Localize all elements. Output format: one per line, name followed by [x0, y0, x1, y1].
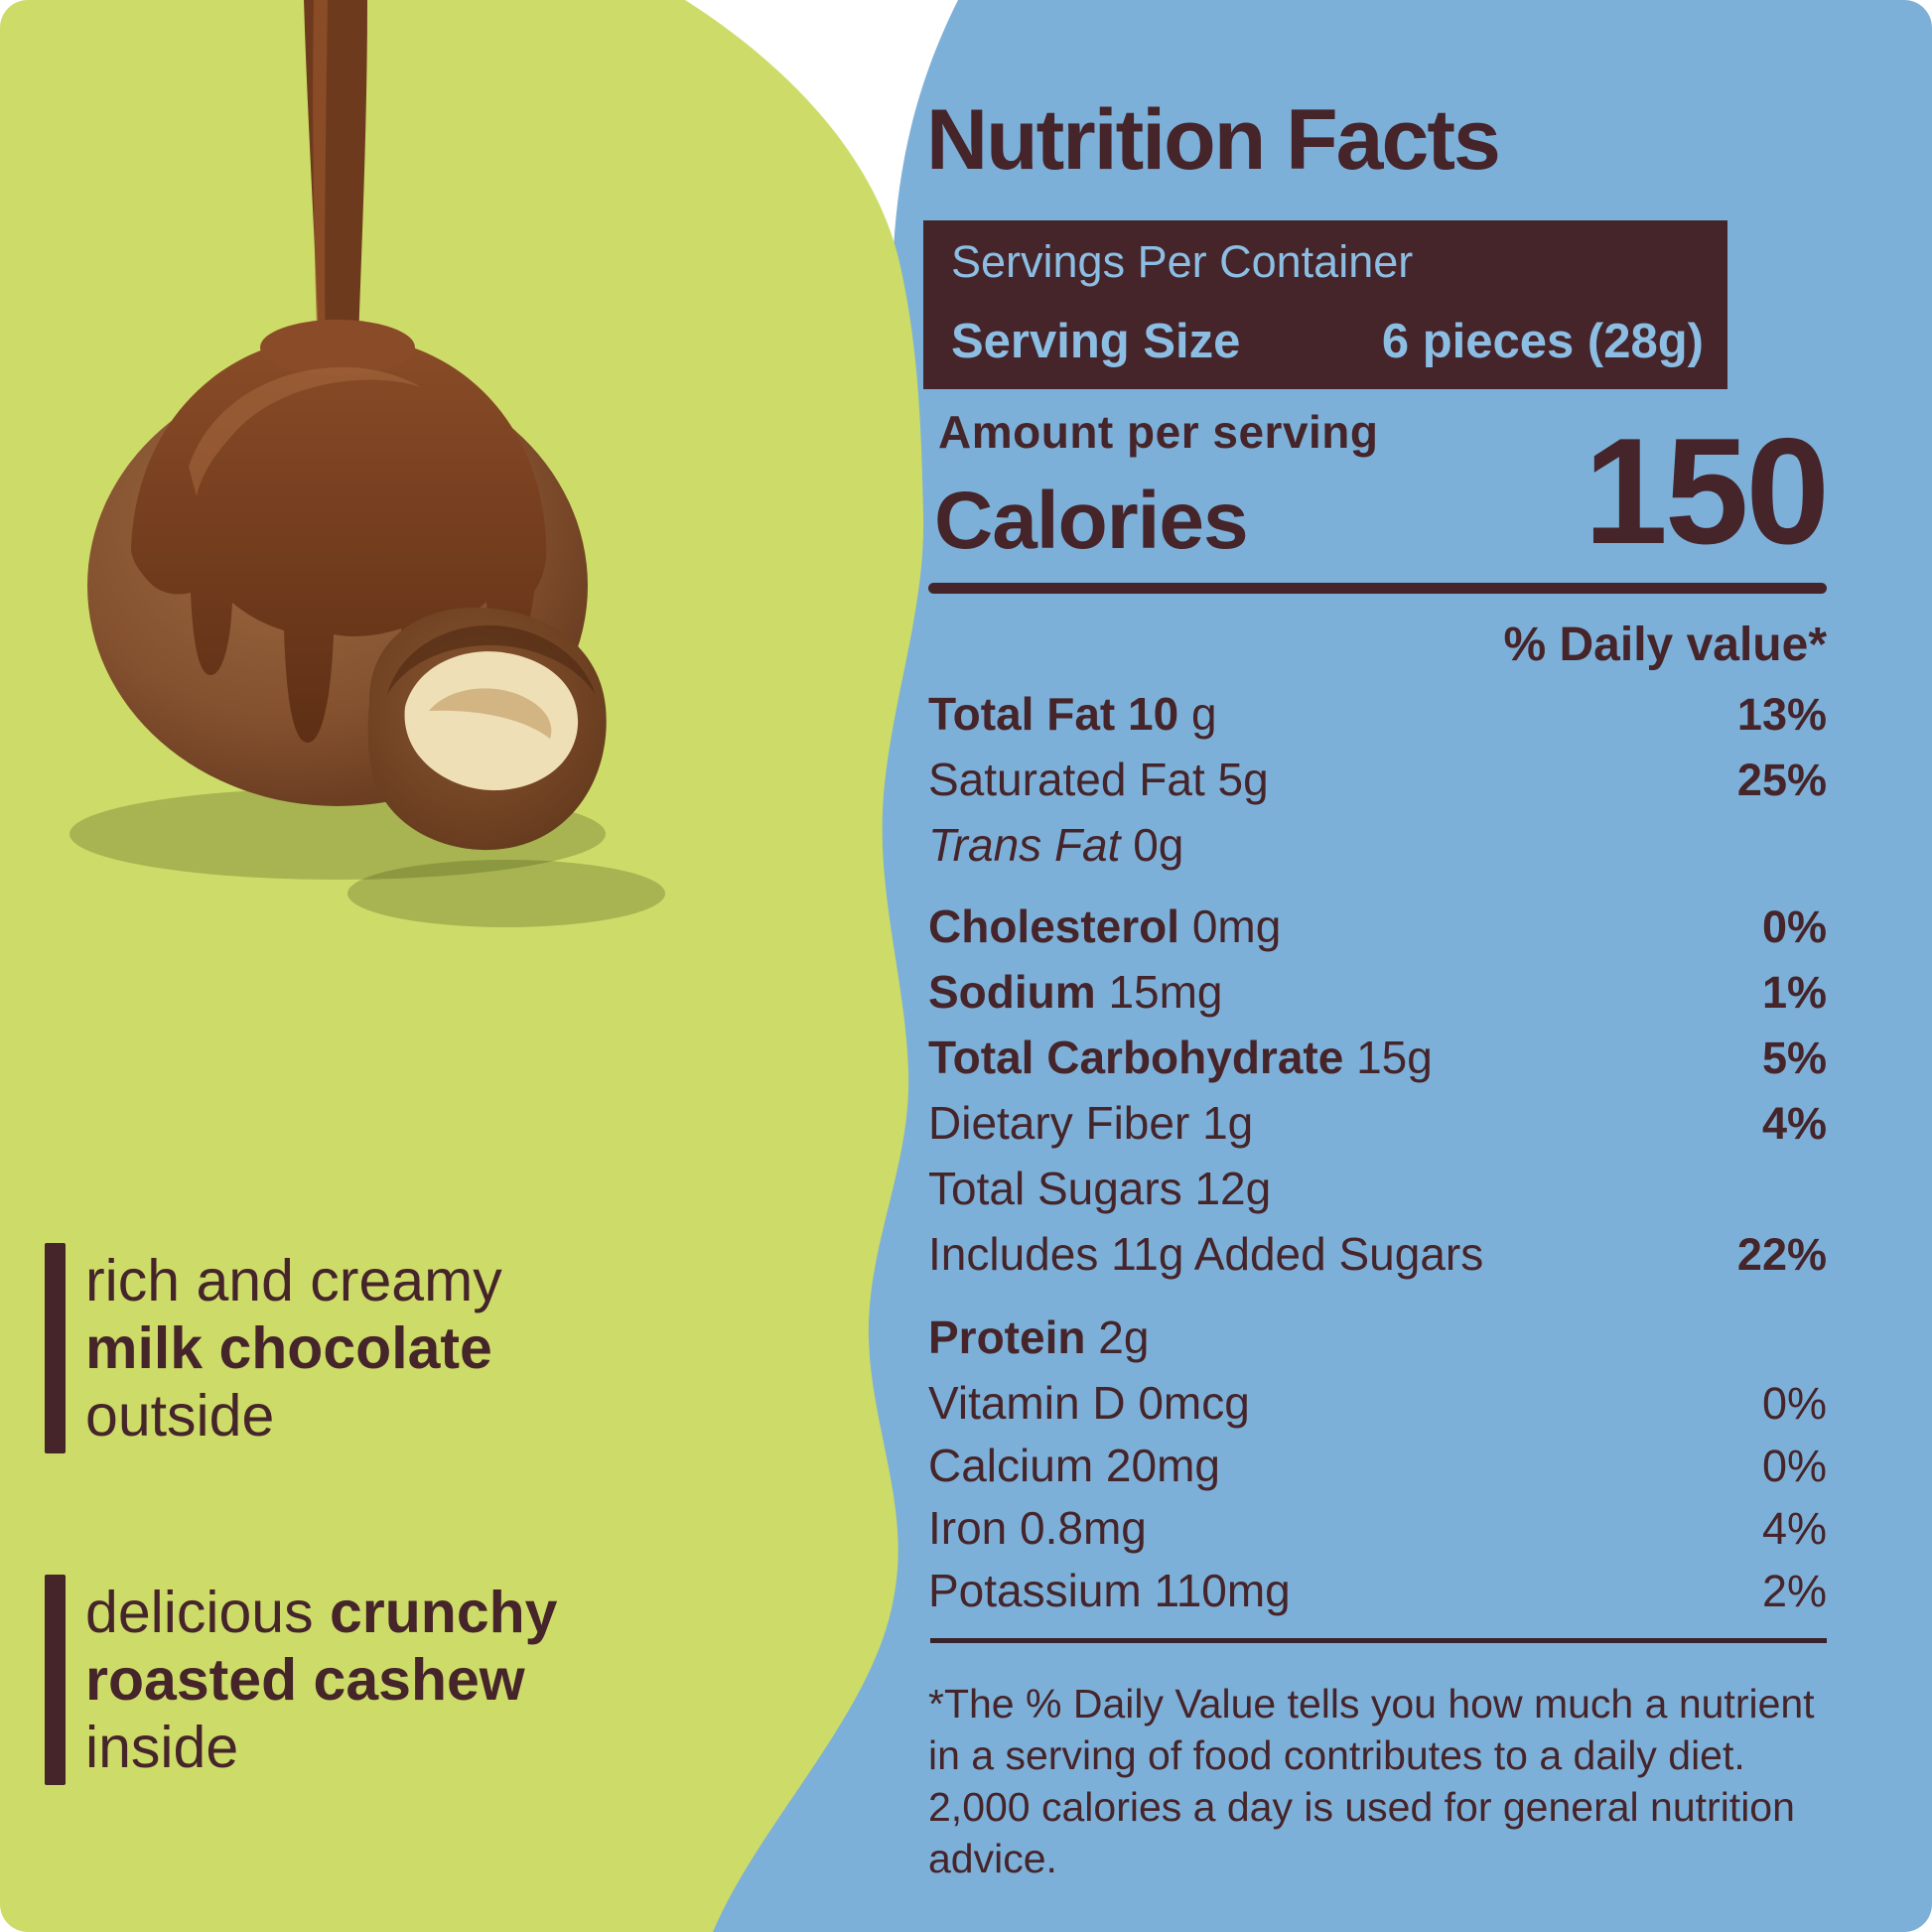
- calories-label: Calories: [934, 476, 1249, 566]
- daily-value-percent: 0%: [1761, 1378, 1827, 1429]
- product-photo: [69, 0, 665, 927]
- callout-text: delicious crunchy roasted cashew inside: [85, 1575, 558, 1785]
- divider-thick: [928, 583, 1827, 594]
- nutrient-label: Includes 11g Added Sugars: [928, 1228, 1484, 1280]
- daily-value-percent: 2%: [1761, 1566, 1827, 1616]
- nutrient-label: Dietary Fiber 1g: [928, 1097, 1254, 1149]
- nutrient-label: Total Carbohydrate 15g: [928, 1032, 1433, 1083]
- daily-value-percent: 0%: [1761, 901, 1827, 952]
- daily-value-footnote: *The % Daily Value tells you how much a …: [928, 1681, 1815, 1881]
- nutrition-rows: Total Fat 10 g 13% Saturated Fat 5g 25% Tran…: [928, 687, 1827, 1626]
- nutrition-row: Saturated Fat 5g 25%: [928, 753, 1827, 818]
- blue-panel-shape: [695, 0, 1932, 1932]
- nutrient-label: Iron 0.8mg: [928, 1502, 1147, 1554]
- daily-value-percent: 4%: [1761, 1503, 1827, 1554]
- daily-value-percent: 4%: [1761, 1098, 1827, 1149]
- servings-per-container: Servings Per Container: [951, 236, 1414, 287]
- nutrient-label: Potassium 110mg: [928, 1565, 1291, 1616]
- callout-line: roasted cashew: [85, 1647, 525, 1713]
- nutrition-row: Total Fat 10 g 13%: [928, 687, 1827, 753]
- nutrition-row: Total Carbohydrate 15g 5%: [928, 1031, 1827, 1096]
- nutrition-row: Total Sugars 12g: [928, 1162, 1827, 1227]
- nutrition-row: Calcium 20mg 0%: [928, 1439, 1827, 1501]
- daily-value-percent: 13%: [1736, 689, 1827, 740]
- callout-text: rich and creamy milk chocolate outside: [85, 1243, 502, 1453]
- nutrient-label: Total Sugars 12g: [928, 1163, 1272, 1214]
- serving-size-label: Serving Size: [951, 315, 1241, 368]
- nutrient-label: Saturated Fat 5g: [928, 754, 1269, 805]
- callout-line: inside: [85, 1715, 239, 1780]
- divider-thin: [930, 1638, 1827, 1643]
- nutrition-row: Potassium 110mg 2%: [928, 1564, 1827, 1626]
- nutrition-facts-title: Nutrition Facts: [926, 92, 1501, 188]
- daily-value-percent: 0%: [1761, 1441, 1827, 1491]
- callout-roasted-cashew: delicious crunchy roasted cashew inside: [45, 1575, 558, 1785]
- nutrient-label: Protein 2g: [928, 1311, 1150, 1363]
- nutrition-row: Includes 11g Added Sugars 22%: [928, 1227, 1827, 1293]
- daily-value-header: % Daily value*: [1503, 619, 1828, 671]
- serving-info-box: Servings Per Container Serving Size 6 pi…: [923, 220, 1727, 389]
- nutrition-row: Iron 0.8mg 4%: [928, 1501, 1827, 1564]
- callout-milk-chocolate: rich and creamy milk chocolate outside: [45, 1243, 502, 1453]
- daily-value-percent: 25%: [1736, 755, 1827, 805]
- callout-bar: [45, 1575, 66, 1785]
- daily-value-percent: 1%: [1761, 967, 1827, 1018]
- nutrition-row: Sodium 15mg 1%: [928, 965, 1827, 1031]
- daily-value-percent: 5%: [1761, 1033, 1827, 1083]
- nutrition-row: Protein 2g: [928, 1311, 1827, 1376]
- nutrient-label: Trans Fat 0g: [928, 819, 1184, 871]
- calories-value: 150: [1584, 407, 1830, 576]
- nutrition-row: Vitamin D 0mcg 0%: [928, 1376, 1827, 1439]
- daily-value-percent: 22%: [1736, 1229, 1827, 1280]
- nutrient-label: Calcium 20mg: [928, 1440, 1220, 1491]
- melted-chocolate-cap: [131, 335, 547, 743]
- callout-bar: [45, 1243, 66, 1453]
- nutrition-row: Dietary Fiber 1g 4%: [928, 1096, 1827, 1162]
- callout-line: rich and creamy: [85, 1248, 502, 1313]
- cashew-kernel: [404, 651, 579, 791]
- nutrient-label: Total Fat 10 g: [928, 688, 1217, 740]
- cashew-crease: [429, 688, 552, 739]
- nutrition-row: Trans Fat 0g: [928, 818, 1827, 884]
- serving-size-value: 6 pieces (28g): [1381, 315, 1704, 368]
- shadow: [347, 860, 665, 927]
- callout-line: outside: [85, 1383, 275, 1449]
- nutrition-row: Cholesterol 0mg 0%: [928, 899, 1827, 965]
- nutrient-label: Vitamin D 0mcg: [928, 1377, 1250, 1429]
- amount-per-serving-label: Amount per serving: [938, 406, 1379, 458]
- nutrient-label: Sodium 15mg: [928, 966, 1223, 1018]
- pour-splash: [260, 320, 415, 375]
- callout-line: milk chocolate: [85, 1315, 492, 1381]
- nutrient-label: Cholesterol 0mg: [928, 900, 1282, 952]
- callout-line: delicious crunchy: [85, 1580, 558, 1645]
